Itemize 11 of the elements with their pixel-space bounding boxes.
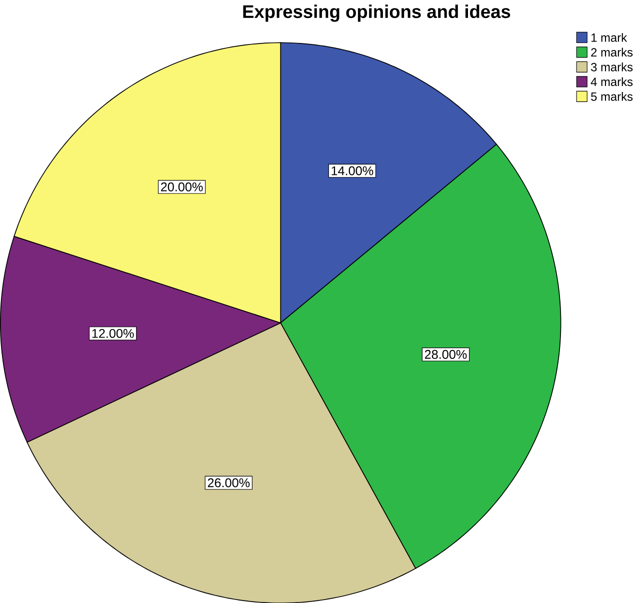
data-label: 12.00% [92,328,134,338]
chart-title: Expressing opinions and ideas [243,4,510,22]
legend-label: 2 marks [591,48,633,56]
data-label: 20.00% [161,182,203,192]
data-label: 28.00% [424,350,467,359]
data-label: 14.00% [332,166,374,176]
legend-label: 5 marks [591,92,633,101]
legend-label: 3 marks [591,62,633,72]
data-label: 26.00% [208,478,250,488]
legend-label: 1 mark [591,32,628,42]
legend-label: 4 marks [590,77,633,86]
